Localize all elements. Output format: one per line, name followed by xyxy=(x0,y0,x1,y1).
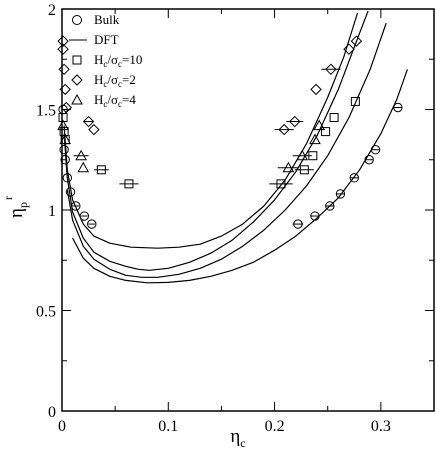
dft-curves-layer xyxy=(63,10,408,284)
y-tick-label: 1 xyxy=(48,203,56,220)
marker-circle xyxy=(87,219,97,229)
legend-label-bulk: Bulk xyxy=(94,12,120,27)
error-bars-layer xyxy=(72,68,403,225)
marker-circle xyxy=(364,155,374,165)
x-tick-label: 0.1 xyxy=(158,418,178,435)
ticks-layer xyxy=(61,8,434,412)
marker-circle xyxy=(310,211,320,221)
y-axis-title-sup: r xyxy=(1,196,15,200)
marker-circle xyxy=(393,102,403,113)
marker-diamond xyxy=(82,115,95,128)
marker-circle xyxy=(65,187,76,197)
marker-triangle xyxy=(57,119,69,131)
marker-square xyxy=(329,113,339,123)
marker-triangle xyxy=(75,149,87,161)
legend: Bulk DFT Hc/σc=10 Hc/σc=2 Hc/σc=4 xyxy=(69,12,142,109)
x-tick-label: 0 xyxy=(58,418,66,435)
legend-entry-h4: Hc/σc=4 xyxy=(71,92,136,109)
x-axis-title-main: η xyxy=(230,426,240,447)
marker-diamond xyxy=(58,63,70,76)
marker-square xyxy=(308,151,318,161)
x-axis-title: ηc xyxy=(230,426,245,450)
marker-square xyxy=(124,179,134,189)
marker-circle xyxy=(62,173,73,183)
dft-curve-2 xyxy=(63,10,369,271)
marker-circle xyxy=(60,155,70,165)
legend-label-h10: Hc/σc=10 xyxy=(94,52,142,69)
marker-diamond xyxy=(278,123,290,136)
x-tick-label: 0.3 xyxy=(371,418,391,435)
marker-diamond xyxy=(289,115,301,128)
legend-entry-bulk: Bulk xyxy=(72,12,120,27)
svg-text:ηp: ηp xyxy=(6,202,30,218)
dft-curve-4 xyxy=(72,69,408,284)
marker-square xyxy=(276,179,286,189)
marker-triangle xyxy=(296,149,309,161)
legend-marker-triangle xyxy=(71,93,83,105)
legend-entry-h2: Hc/σc=2 xyxy=(71,72,136,89)
marker-square xyxy=(299,165,309,175)
marker-square xyxy=(96,165,106,175)
marker-circle xyxy=(349,173,359,183)
marker-circle xyxy=(79,211,90,221)
legend-marker-diamond xyxy=(71,74,83,86)
marker-circle xyxy=(293,219,303,229)
y-tick-label: 2 xyxy=(48,2,56,19)
marker-triangle xyxy=(309,133,321,145)
marker-diamond xyxy=(57,35,69,47)
y-axis-title-sub: p xyxy=(16,202,30,208)
marker-diamond xyxy=(350,35,363,47)
plot-frame xyxy=(61,8,435,412)
tick-labels-layer: 0 0.1 0.2 0.3 0 0.5 1 1.5 2 xyxy=(36,2,391,435)
y-axis-title: ηp r xyxy=(1,196,30,218)
marker-diamond xyxy=(57,43,69,55)
legend-label-h4: Hc/σc=4 xyxy=(94,92,136,109)
y-axis-title-main: η xyxy=(6,208,27,218)
legend-entry-h10: Hc/σc=10 xyxy=(72,52,142,69)
y-tick-label: 0 xyxy=(48,404,56,421)
marker-triangle xyxy=(313,119,326,131)
marker-diamond xyxy=(88,123,100,136)
x-tick-label: 0.2 xyxy=(265,418,285,435)
legend-entry-dft: DFT xyxy=(69,32,119,47)
marker-triangle xyxy=(77,161,90,173)
dft-curve-1 xyxy=(63,12,359,249)
marker-square xyxy=(350,96,360,106)
marker-circle xyxy=(59,145,69,155)
x-axis-title-sub: c xyxy=(240,436,245,450)
marker-triangle xyxy=(282,161,295,173)
marker-circle xyxy=(335,189,346,199)
y-tick-label: 0.5 xyxy=(36,304,56,321)
marker-diamond xyxy=(60,101,72,114)
marker-diamond xyxy=(343,43,355,55)
dft-curve-3 xyxy=(66,22,387,278)
marker-diamond xyxy=(325,63,337,76)
legend-label-dft: DFT xyxy=(94,32,119,47)
marker-circle xyxy=(370,145,381,155)
y-tick-label: 1.5 xyxy=(36,103,56,120)
legend-marker-circle xyxy=(72,15,82,25)
marker-circle xyxy=(325,201,335,211)
marker-square xyxy=(321,127,331,137)
marker-diamond xyxy=(310,83,322,96)
legend-marker-square xyxy=(72,55,82,65)
legend-label-h2: Hc/σc=2 xyxy=(94,72,136,89)
marker-circle xyxy=(71,201,81,211)
